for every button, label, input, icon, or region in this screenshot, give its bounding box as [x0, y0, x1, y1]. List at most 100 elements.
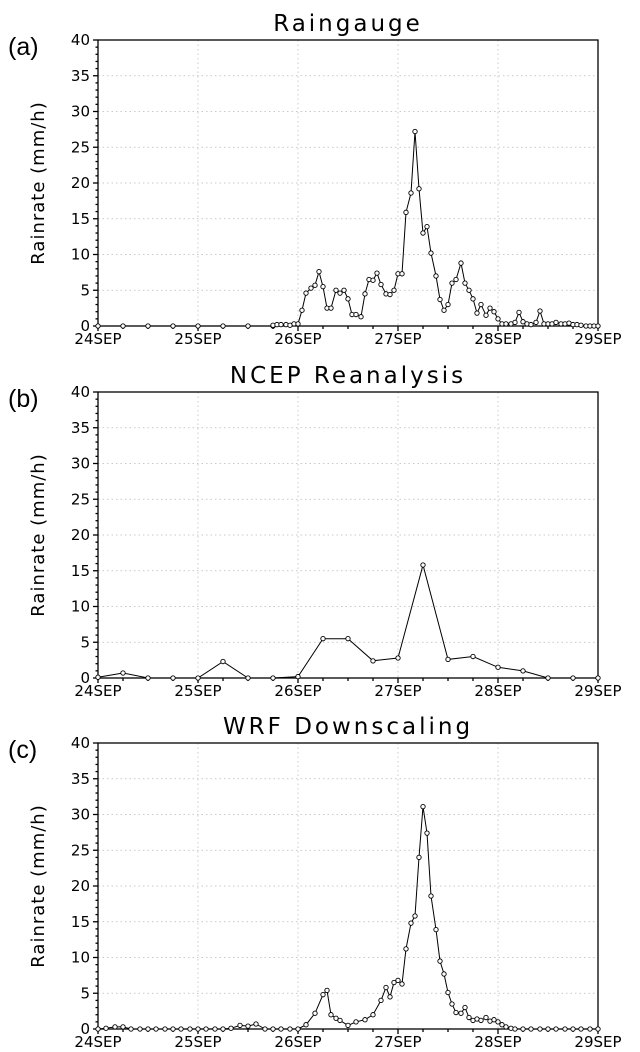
data-point: [145, 323, 151, 329]
data-point: [287, 1026, 293, 1032]
data-point: [95, 323, 101, 329]
x-tick-label: 27SEP: [374, 1033, 421, 1051]
data-point: [324, 987, 330, 994]
x-tick-label: 25SEP: [174, 682, 221, 700]
data-point: [328, 1012, 334, 1018]
data-point: [278, 1026, 284, 1032]
data-point: [412, 913, 418, 919]
data-point: [578, 1026, 584, 1032]
data-point: [345, 296, 351, 302]
data-point: [333, 1015, 339, 1021]
data-point: [187, 1026, 193, 1032]
x-tick-label: 25SEP: [174, 1033, 221, 1051]
panel-a: 0 5 10 15 20 25 30 35 40 24SEP 25SEP 26SEP 27SEP 28SE…: [8, 11, 622, 348]
data-point: [528, 1026, 534, 1032]
data-point: [499, 1022, 505, 1028]
data-point: [362, 291, 368, 297]
data-point: [295, 673, 301, 680]
panel-label: (c): [8, 736, 37, 764]
y-tick-label: 35: [71, 770, 90, 788]
data-point: [358, 314, 364, 320]
y-tick-label: 10: [71, 949, 90, 967]
panel-label: (a): [8, 33, 39, 61]
data-point: [453, 1009, 459, 1016]
data-point: [337, 1017, 343, 1024]
data-point: [303, 290, 309, 296]
x-tick-label: 24SEP: [74, 330, 121, 348]
data-point: [441, 971, 447, 977]
chart-title: WRF Downscaling: [223, 714, 473, 740]
data-point: [120, 1024, 126, 1030]
data-point: [470, 296, 476, 302]
data-point: [370, 1012, 376, 1018]
data-point: [137, 1026, 143, 1032]
data-point: [491, 1017, 497, 1023]
data-point: [395, 977, 401, 984]
data-point: [245, 675, 251, 681]
data-point: [537, 308, 543, 314]
data-point: [433, 273, 439, 279]
data-point: [237, 1022, 243, 1029]
data-point: [437, 296, 443, 303]
data-point: [162, 1026, 168, 1032]
data-point: [453, 276, 459, 283]
data-point: [416, 854, 422, 861]
data-point: [333, 287, 339, 293]
y-axis-label: Rainrate (mm/h): [28, 804, 49, 967]
data-point: [353, 1019, 359, 1025]
data-point: [245, 1023, 251, 1029]
y-tick-label: 35: [71, 419, 90, 437]
data-point: [428, 893, 434, 899]
y-tick-label: 40: [71, 31, 90, 49]
data-point: [483, 312, 489, 318]
data-point: [495, 1019, 501, 1025]
data-point: [466, 1014, 472, 1021]
data-point: [295, 1026, 301, 1032]
data-point: [537, 1026, 543, 1032]
data-point: [420, 562, 426, 568]
data-point: [553, 1026, 559, 1032]
y-tick-label: 25: [71, 490, 90, 508]
y-tick-label: 5: [80, 984, 90, 1002]
data-point: [595, 1026, 601, 1032]
data-point: [399, 271, 405, 277]
data-point: [212, 1026, 218, 1032]
data-point: [383, 984, 389, 991]
data-point: [220, 323, 226, 329]
y-axis-label: Rainrate (mm/h): [28, 101, 49, 264]
data-point: [195, 1026, 201, 1032]
data-point: [170, 1026, 176, 1032]
data-point: [512, 1026, 518, 1032]
data-point: [428, 250, 434, 256]
data-point: [95, 674, 101, 680]
data-point: [424, 830, 430, 836]
data-point: [420, 230, 426, 236]
data-point: [320, 284, 326, 290]
data-point: [478, 301, 484, 308]
y-tick-label: 15: [71, 562, 90, 580]
y-tick-label: 0: [80, 317, 90, 335]
data-point: [370, 658, 376, 664]
series-line: [97, 806, 598, 1030]
data-point: [595, 323, 601, 329]
y-tick-label: 5: [80, 281, 90, 299]
data-point: [478, 1017, 484, 1024]
x-tick-label: 25SEP: [174, 330, 221, 348]
data-point: [320, 992, 326, 998]
data-point: [449, 1001, 455, 1007]
data-point: [474, 310, 480, 316]
data-point: [437, 958, 443, 964]
x-tick-label: 29SEP: [574, 1033, 621, 1051]
data-point: [445, 989, 451, 996]
plot-frame: [97, 39, 599, 327]
data-point: [416, 186, 422, 192]
y-tick-label: 5: [80, 633, 90, 651]
data-point: [387, 994, 393, 1000]
data-point: [403, 209, 409, 215]
y-tick-label: 30: [71, 455, 90, 473]
data-point: [441, 307, 447, 313]
data-point: [203, 1026, 209, 1032]
data-point: [170, 323, 176, 329]
data-point: [345, 636, 351, 642]
